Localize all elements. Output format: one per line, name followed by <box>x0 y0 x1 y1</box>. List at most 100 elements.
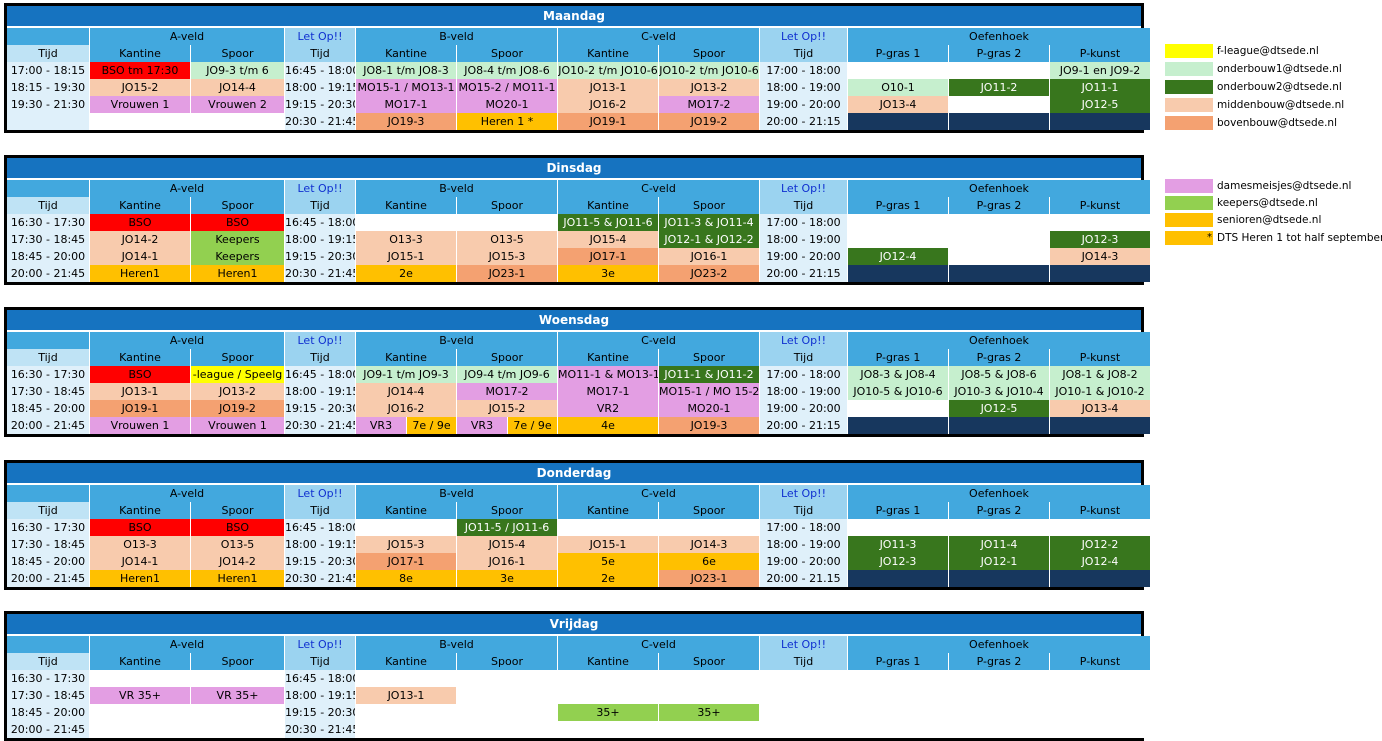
slot-p-kunst[interactable]: JO12-3 <box>1050 231 1150 248</box>
slot-c-kantine[interactable]: JO16-2 <box>558 96 658 113</box>
slot-a-kantine[interactable]: BSO <box>90 366 190 383</box>
slot-c-spoor[interactable]: JO11-3 & JO11-4 <box>659 214 759 231</box>
slot-b-spoor[interactable] <box>457 670 557 687</box>
slot-b-spoor[interactable] <box>457 214 557 231</box>
slot-a-kantine[interactable]: Vrouwen 1 <box>90 417 190 434</box>
slot-b-kantine[interactable] <box>356 519 456 536</box>
slot-c-kantine[interactable] <box>558 687 658 704</box>
slot-b-kantine[interactable]: JO8-1 t/m JO8-3 <box>356 62 456 79</box>
slot-c-kantine[interactable]: JO15-1 <box>558 536 658 553</box>
slot-c-kantine[interactable]: JO13-1 <box>558 79 658 96</box>
slot-c-spoor[interactable]: JO12-1 & JO12-2 <box>659 231 759 248</box>
slot-c-spoor[interactable]: 6e <box>659 553 759 570</box>
slot-c-spoor[interactable]: JO13-2 <box>659 79 759 96</box>
slot-a-kantine[interactable]: JO15-2 <box>90 79 190 96</box>
slot-b-spoor[interactable] <box>457 687 557 704</box>
slot-b-spoor[interactable]: JO9-4 t/m JO9-6 <box>457 366 557 383</box>
slot-p-gras-2[interactable] <box>949 721 1049 738</box>
slot-a-kantine[interactable]: JO19-1 <box>90 400 190 417</box>
slot-b-kantine[interactable]: VR3 <box>356 417 406 434</box>
slot-a-kantine[interactable]: O13-3 <box>90 536 190 553</box>
slot-a-spoor[interactable]: Heren1 <box>191 570 284 587</box>
slot-p-gras-1[interactable]: JO12-4 <box>848 248 948 265</box>
slot-b-kantine[interactable]: MO17-1 <box>356 96 456 113</box>
slot-p-kunst[interactable] <box>1050 519 1150 536</box>
slot-a-kantine[interactable]: Heren1 <box>90 570 190 587</box>
slot-p-gras-2[interactable] <box>949 214 1049 231</box>
slot-c-spoor[interactable]: 35+ <box>659 704 759 721</box>
slot-c-kantine[interactable] <box>558 721 658 738</box>
slot-c-spoor[interactable] <box>659 687 759 704</box>
slot-b-spoor[interactable]: VR3 <box>457 417 507 434</box>
slot-c-spoor[interactable]: JO10-2 t/m JO10-6 <box>659 62 759 79</box>
slot-p-gras-1[interactable] <box>848 417 948 434</box>
slot-p-kunst[interactable]: JO12-2 <box>1050 536 1150 553</box>
slot-p-gras-1[interactable] <box>848 570 948 587</box>
slot-p-kunst[interactable] <box>1050 670 1150 687</box>
slot-a-kantine[interactable]: BSO tm 17:30 <box>90 62 190 79</box>
slot-a-kantine[interactable]: JO13-1 <box>90 383 190 400</box>
slot-p-gras-2[interactable] <box>949 570 1049 587</box>
slot-b-kantine[interactable]: JO13-1 <box>356 687 456 704</box>
slot-p-kunst[interactable]: JO12-4 <box>1050 553 1150 570</box>
slot-a-kantine[interactable]: JO14-2 <box>90 231 190 248</box>
slot-p-gras-1[interactable]: JO13-4 <box>848 96 948 113</box>
slot-b-kantine[interactable] <box>356 704 456 721</box>
slot-b-kantine[interactable]: JO9-1 t/m JO9-3 <box>356 366 456 383</box>
slot-p-gras-1[interactable] <box>848 670 948 687</box>
slot-a-spoor[interactable]: Keepers <box>191 231 284 248</box>
slot-p-gras-2[interactable] <box>949 265 1049 282</box>
slot-c-kantine[interactable]: 4e <box>558 417 658 434</box>
slot-c-spoor[interactable]: JO19-3 <box>659 417 759 434</box>
slot-b-spoor[interactable]: JO15-3 <box>457 248 557 265</box>
slot-p-kunst[interactable]: JO9-1 en JO9-2 <box>1050 62 1150 79</box>
slot-p-gras-2[interactable]: JO10-3 & JO10-4 <box>949 383 1049 400</box>
slot-a-spoor[interactable]: O13-5 <box>191 536 284 553</box>
slot-a-spoor[interactable]: Keepers <box>191 248 284 265</box>
slot-p-gras-2[interactable]: JO12-1 <box>949 553 1049 570</box>
slot-a-spoor[interactable]: BSO <box>191 214 284 231</box>
slot-a-spoor[interactable]: -league / Speelg <box>191 366 284 383</box>
slot-p-gras-1[interactable] <box>848 687 948 704</box>
slot-p-kunst[interactable] <box>1050 704 1150 721</box>
slot-c-kantine[interactable]: VR2 <box>558 400 658 417</box>
slot-a-spoor[interactable]: Vrouwen 1 <box>191 417 284 434</box>
slot-b-kantine[interactable]: JO19-3 <box>356 113 456 130</box>
slot-c-kantine[interactable]: 5e <box>558 553 658 570</box>
slot-p-gras-2[interactable] <box>949 417 1049 434</box>
slot-p-gras-1[interactable] <box>848 113 948 130</box>
slot-a-spoor[interactable]: Vrouwen 2 <box>191 96 284 113</box>
slot-b-spoor[interactable]: JO23-1 <box>457 265 557 282</box>
slot-b-spoor[interactable] <box>457 704 557 721</box>
slot-p-gras-2[interactable] <box>949 670 1049 687</box>
slot-b-spoor[interactable]: JO16-1 <box>457 553 557 570</box>
slot-b-kantine[interactable]: JO15-3 <box>356 536 456 553</box>
slot-p-gras-2[interactable] <box>949 248 1049 265</box>
slot-p-kunst[interactable] <box>1050 417 1150 434</box>
slot-p-gras-2[interactable] <box>949 113 1049 130</box>
slot-c-kantine[interactable]: 35+ <box>558 704 658 721</box>
slot-b-spoor[interactable]: MO15-2 / MO11-1 <box>457 79 557 96</box>
slot-a-kantine[interactable]: Heren1 <box>90 265 190 282</box>
slot-c-spoor[interactable] <box>659 519 759 536</box>
slot-c-spoor[interactable]: MO17-2 <box>659 96 759 113</box>
slot-b-kantine[interactable]: 7e / 9e <box>407 417 456 434</box>
slot-b-kantine[interactable]: O13-3 <box>356 231 456 248</box>
slot-p-kunst[interactable] <box>1050 113 1150 130</box>
slot-p-gras-2[interactable] <box>949 704 1049 721</box>
slot-c-kantine[interactable]: JO17-1 <box>558 248 658 265</box>
slot-a-kantine[interactable] <box>90 113 190 130</box>
slot-c-spoor[interactable]: JO14-3 <box>659 536 759 553</box>
slot-a-spoor[interactable] <box>191 670 284 687</box>
slot-p-gras-1[interactable] <box>848 265 948 282</box>
slot-a-spoor[interactable] <box>191 704 284 721</box>
slot-p-kunst[interactable]: JO8-1 & JO8-2 <box>1050 366 1150 383</box>
slot-a-kantine[interactable]: JO14-1 <box>90 248 190 265</box>
slot-a-spoor[interactable] <box>191 721 284 738</box>
slot-p-gras-1[interactable] <box>848 400 948 417</box>
slot-b-kantine[interactable]: MO15-1 / MO13-1 <box>356 79 456 96</box>
slot-p-kunst[interactable]: JO11-1 <box>1050 79 1150 96</box>
slot-c-spoor[interactable]: MO20-1 <box>659 400 759 417</box>
slot-p-gras-1[interactable] <box>848 721 948 738</box>
slot-p-kunst[interactable]: JO14-3 <box>1050 248 1150 265</box>
